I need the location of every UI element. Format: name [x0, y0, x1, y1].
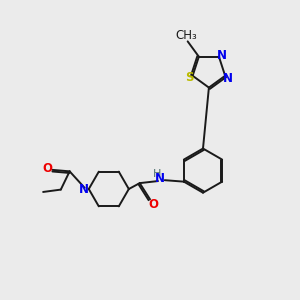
Text: N: N — [79, 182, 89, 196]
Text: N: N — [155, 172, 165, 185]
Text: O: O — [42, 162, 52, 175]
Text: S: S — [185, 71, 194, 84]
Text: N: N — [217, 49, 227, 62]
Text: N: N — [223, 72, 232, 85]
Text: O: O — [148, 198, 158, 211]
Text: CH₃: CH₃ — [175, 29, 197, 42]
Text: H: H — [153, 169, 161, 179]
